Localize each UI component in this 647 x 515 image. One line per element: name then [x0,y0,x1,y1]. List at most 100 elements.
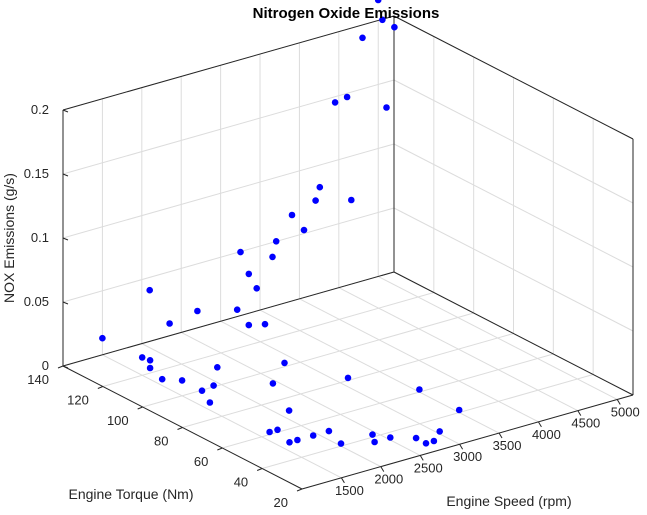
data-point [374,0,382,4]
x-tick-label: 2000 [374,472,403,487]
y-tick-mark [97,386,104,389]
x-tick-mark [537,421,542,428]
y-tick-mark [57,365,64,369]
z-tick-label: 0.2 [31,102,49,117]
data-point [253,285,260,292]
x-tick-mark [419,455,424,461]
y-tick-label: 20 [274,495,288,510]
x-tick-label: 5000 [611,404,640,419]
data-point [416,386,423,393]
z-tick-label: 0.1 [31,230,49,245]
data-point [371,438,378,446]
grid-line [393,143,634,268]
data-point [343,93,351,101]
y-tick-mark [296,488,303,492]
box-edge [62,15,395,111]
z-tick-label: 0 [42,358,49,373]
data-point [146,357,154,364]
chart-title: Nitrogen Oxide Emissions [253,5,440,22]
x-tick-mark [459,443,464,450]
data-point [237,248,244,256]
x-tick-label: 2500 [414,460,443,475]
box-edge [393,271,634,396]
data-point [178,377,186,384]
box-edge [62,271,395,367]
y-tick-label: 60 [194,454,208,469]
data-point [194,307,201,315]
z-axis-label: NOX Emissions (g/s) [1,173,17,303]
data-point [269,253,276,261]
data-point [274,426,281,434]
y-tick-label: 80 [154,434,168,449]
data-point [391,23,398,31]
grid-line [102,292,434,387]
data-point [210,382,217,389]
grid-line [393,207,634,332]
z-tick-label: 0.15 [24,166,49,181]
data-points [99,0,463,447]
data-point [272,238,280,245]
data-point [337,440,345,447]
data-point [331,99,339,106]
y-tick-label: 40 [234,475,248,490]
grid-line [62,207,395,303]
data-point [281,359,288,367]
data-point [261,320,269,328]
data-point [245,270,253,278]
data-point [269,380,277,387]
data-point [348,196,355,204]
data-point [233,306,241,314]
grid-line [393,79,634,204]
data-point [146,286,153,294]
data-point [286,439,293,446]
y-tick-label: 100 [107,413,129,428]
data-point [412,434,420,442]
axis-line [301,394,634,490]
data-point [309,432,317,439]
data-point [146,364,154,372]
x-tick-mark [498,432,503,439]
z-tick-mark [62,301,69,305]
data-point [198,387,206,395]
data-point [379,16,386,24]
y-tick-mark [217,447,223,451]
x-tick-label: 3000 [453,449,482,464]
x-tick-mark [380,466,385,472]
data-point [325,427,333,435]
z-tick-mark [62,365,69,369]
data-point [214,364,221,371]
y-tick-label: 120 [67,393,89,408]
data-point [359,34,366,42]
data-point [369,431,376,438]
y-tick-mark [137,406,143,410]
data-point [455,406,463,414]
data-point [387,434,394,441]
data-point [266,428,273,436]
data-point [294,436,301,444]
data-point [436,428,444,435]
x-tick-label: 4500 [571,416,600,431]
y-tick-mark [256,468,263,471]
grid-lines [62,15,634,490]
data-point [316,183,324,191]
x-tick-mark [577,410,582,416]
z-tick-mark [62,173,69,177]
y-axis-label: Engine Torque (Nm) [68,486,193,502]
box-edge [393,15,634,140]
axes-box [57,15,634,492]
data-point [158,375,166,383]
data-point [206,399,214,406]
data-point [383,104,390,111]
y-tick-mark [177,427,183,430]
y-tick-label: 140 [27,372,49,387]
x-tick-mark [340,477,345,484]
data-point [245,321,253,329]
data-point [300,226,308,234]
data-point [99,334,106,342]
data-point [422,440,430,447]
x-tick-label: 1500 [335,483,364,498]
x-axis-label: Engine Speed (rpm) [446,493,571,509]
data-point [138,354,146,361]
grid-line [142,312,474,408]
